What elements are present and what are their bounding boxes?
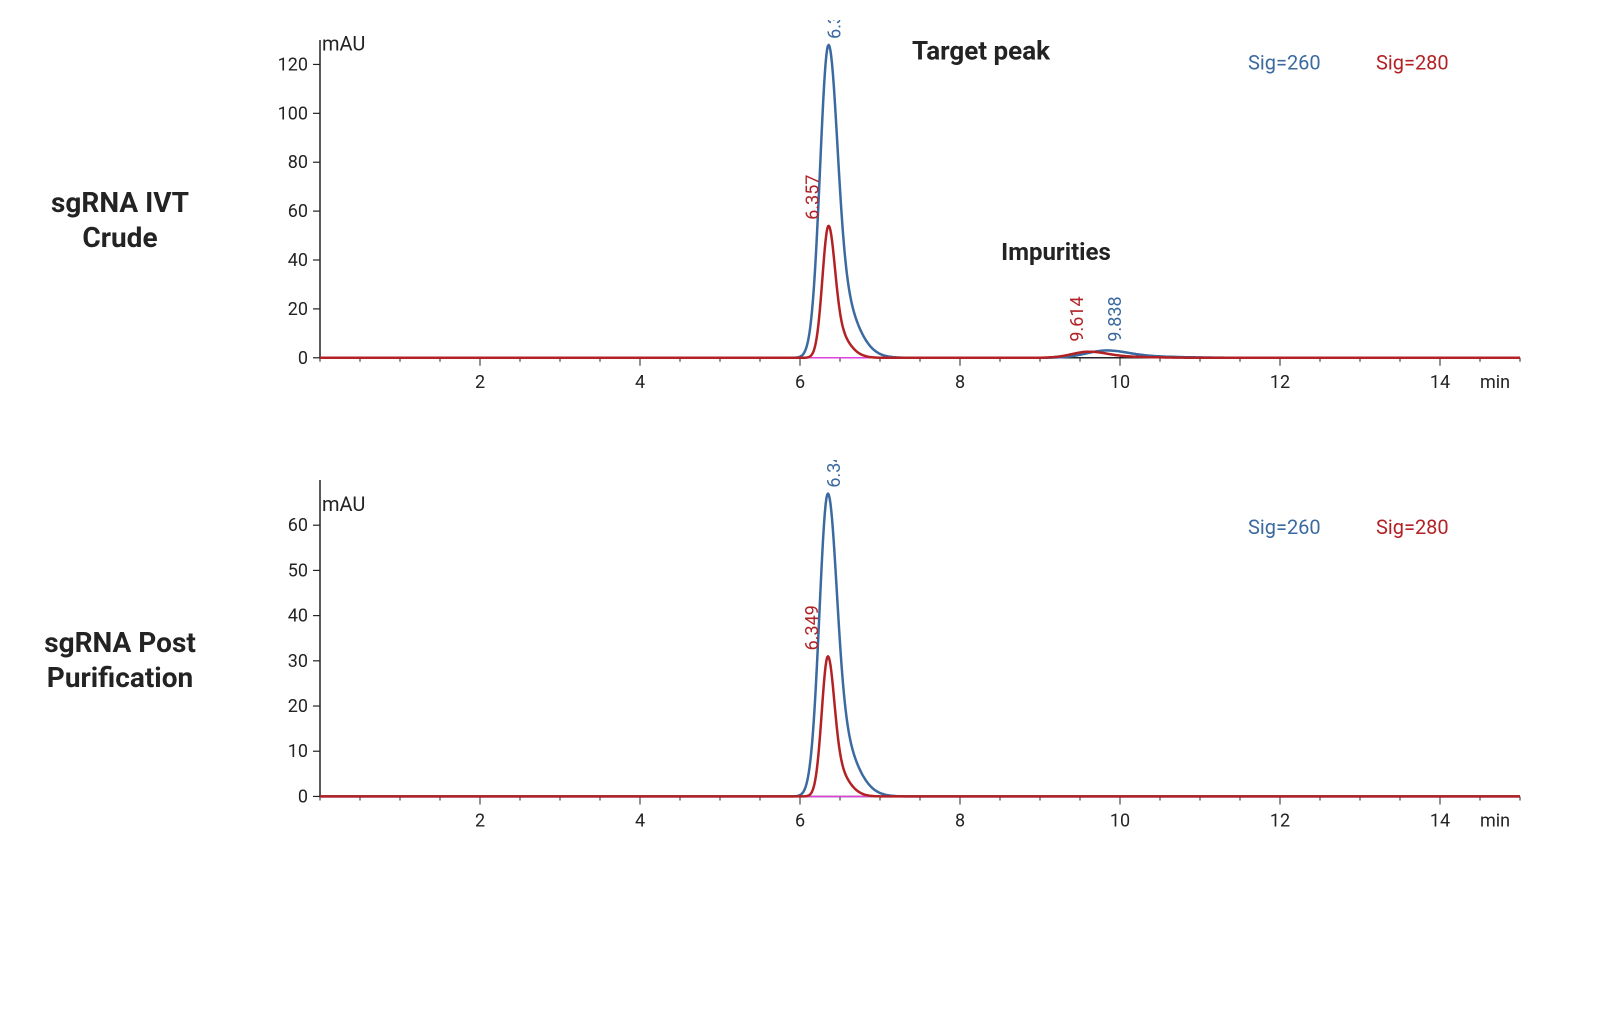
legend-sig280: Sig=280	[1376, 515, 1449, 539]
annotation-text: Impurities	[1001, 238, 1111, 266]
x-tick-label: 2	[475, 372, 485, 393]
legend-sig260: Sig=260	[1248, 50, 1321, 74]
y-tick-label: 50	[288, 560, 308, 581]
x-tick-label: 10	[1110, 372, 1130, 393]
panel-row: sgRNA IVTCrude 0 20 40 60 80 100 120 mAU 2 4 6 8 10 12…	[20, 20, 1580, 420]
peak-label: 6.349	[824, 460, 845, 488]
y-axis-unit: mAU	[322, 31, 365, 55]
x-tick-label: 6	[795, 810, 805, 831]
chart-svg: 0 20 40 60 80 100 120 mAU 2 4 6 8 10 12 14 min 6.357 9.83…	[240, 20, 1540, 420]
x-tick-label: 6	[795, 372, 805, 393]
x-tick-label: 4	[635, 810, 645, 831]
trace-sig-260	[320, 494, 1520, 797]
panel-row: sgRNA PostPurification 0 10 20 30 40 50 60 mAU 2 4…	[20, 460, 1580, 860]
y-tick-label: 40	[288, 606, 308, 627]
peak-label: 6.349	[802, 605, 823, 650]
axes	[320, 480, 1520, 796]
x-axis-unit: min	[1480, 372, 1510, 393]
y-tick-label: 10	[288, 741, 308, 762]
trace-sig-280	[320, 226, 1520, 358]
y-tick-label: 120	[278, 54, 308, 75]
x-tick-label: 4	[635, 372, 645, 393]
axes	[320, 40, 1520, 358]
legend-sig260: Sig=260	[1248, 515, 1321, 539]
x-tick-label: 14	[1430, 810, 1450, 831]
y-tick-label: 60	[288, 201, 308, 222]
peak-label: 6.357	[825, 20, 846, 39]
trace-sig-280	[320, 656, 1520, 796]
chromatogram-chart: 0 10 20 30 40 50 60 mAU 2 4 6 8 10 12 14 min 6.349 6.349 S…	[240, 460, 1540, 860]
x-tick-label: 10	[1110, 810, 1130, 831]
legend-sig280: Sig=280	[1376, 50, 1449, 74]
y-tick-label: 20	[288, 299, 308, 320]
x-tick-label: 2	[475, 810, 485, 831]
peak-label: 6.357	[803, 175, 824, 220]
x-tick-label: 12	[1270, 372, 1290, 393]
trace-sig-260	[320, 45, 1520, 358]
peak-label: 9.838	[1105, 296, 1126, 341]
x-tick-label: 8	[955, 372, 965, 393]
panel-title: sgRNA PostPurification	[20, 625, 220, 695]
y-tick-label: 20	[288, 696, 308, 717]
peak-label: 9.614	[1067, 296, 1088, 341]
y-tick-label: 0	[298, 348, 308, 369]
chromatogram-chart: 0 20 40 60 80 100 120 mAU 2 4 6 8 10 12 14 min 6.357 9.83…	[240, 20, 1540, 420]
y-tick-label: 0	[298, 786, 308, 807]
y-tick-label: 60	[288, 515, 308, 536]
y-tick-label: 40	[288, 250, 308, 271]
panel-title: sgRNA IVTCrude	[20, 185, 220, 255]
x-tick-label: 14	[1430, 372, 1450, 393]
chromatogram-figure: sgRNA IVTCrude020406080100120mAU24681012…	[20, 20, 1580, 860]
y-tick-label: 80	[288, 152, 308, 173]
annotation-text: Target peak	[912, 37, 1051, 67]
y-tick-label: 100	[278, 103, 308, 124]
chart-svg: 0 10 20 30 40 50 60 mAU 2 4 6 8 10 12 14 min 6.349 6.349 S…	[240, 460, 1540, 860]
x-tick-label: 12	[1270, 810, 1290, 831]
x-axis-unit: min	[1480, 810, 1510, 831]
y-axis-unit: mAU	[322, 492, 365, 516]
x-tick-label: 8	[955, 810, 965, 831]
y-tick-label: 30	[288, 651, 308, 672]
